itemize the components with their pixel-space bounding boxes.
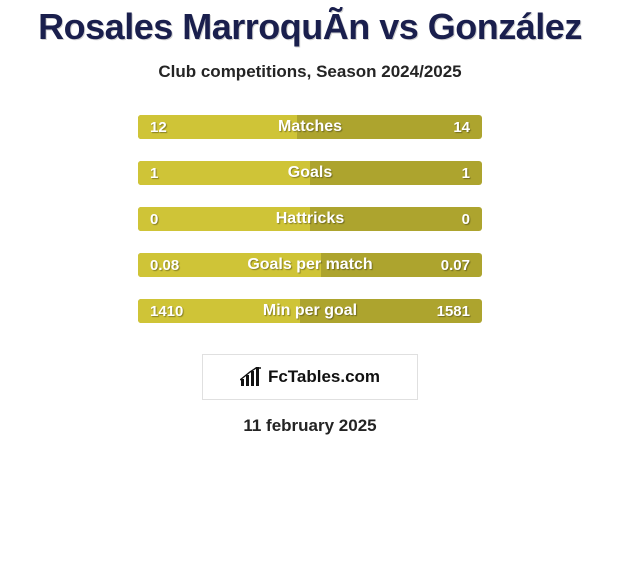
stat-row: 1214Matches (0, 104, 620, 150)
player-ellipse-right (508, 157, 612, 189)
stat-value-right: 1581 (437, 303, 470, 320)
player-ellipse-left (8, 157, 112, 189)
page-subtitle: Club competitions, Season 2024/2025 (158, 62, 461, 82)
stat-bar-fill (138, 299, 300, 323)
stat-bar-fill (138, 115, 297, 139)
stats-arena: 1214Matches 11Goals 00Hattricks 0.080.07Goa… (0, 104, 620, 334)
page-root: Rosales MarroquÃ­n vs González Club comp… (0, 0, 620, 580)
stat-bar: 00Hattricks (138, 207, 482, 231)
stat-bar: 1214Matches (138, 115, 482, 139)
stat-row: 14101581Min per goal (0, 288, 620, 334)
brand-box[interactable]: FcTables.com (202, 354, 418, 400)
stat-row: 00Hattricks (0, 196, 620, 242)
stat-bar-fill (138, 207, 310, 231)
stat-bar: 0.080.07Goals per match (138, 253, 482, 277)
page-title: Rosales MarroquÃ­n vs González (38, 6, 582, 48)
stat-row: 0.080.07Goals per match (0, 242, 620, 288)
player-ellipse-left (8, 111, 112, 143)
stat-value-right: 1 (462, 165, 470, 182)
stat-value-right: 0 (462, 211, 470, 228)
stat-value-right: 0.07 (441, 257, 470, 274)
brand-text: FcTables.com (268, 367, 380, 387)
stat-bar-fill (138, 253, 321, 277)
barchart-icon (240, 367, 262, 387)
date-text: 11 february 2025 (243, 416, 376, 436)
stat-bar: 11Goals (138, 161, 482, 185)
stat-bar: 14101581Min per goal (138, 299, 482, 323)
player-ellipse-right (508, 111, 612, 143)
stat-bar-fill (138, 161, 310, 185)
stat-value-right: 14 (453, 119, 470, 136)
stat-row: 11Goals (0, 150, 620, 196)
